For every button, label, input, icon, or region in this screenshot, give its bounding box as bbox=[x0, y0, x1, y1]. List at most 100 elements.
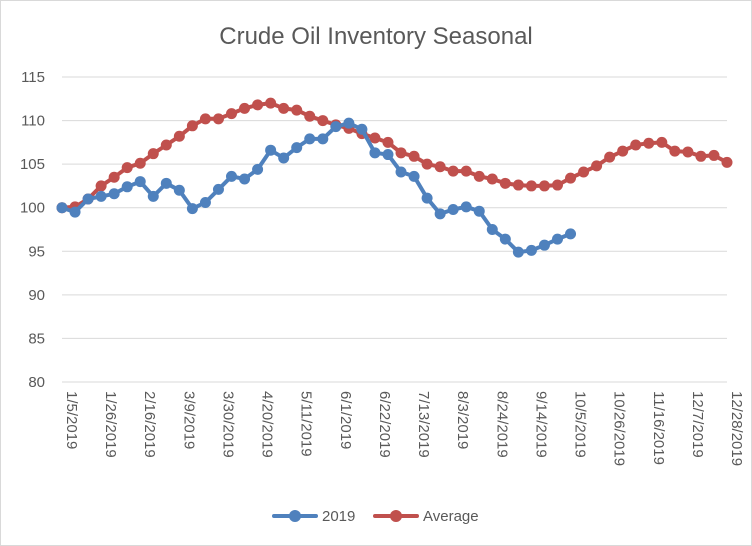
data-point bbox=[591, 160, 603, 172]
x-tick-label: 5/11/2019 bbox=[298, 391, 315, 457]
data-point bbox=[525, 180, 537, 192]
data-point bbox=[499, 233, 511, 245]
data-point bbox=[499, 177, 511, 189]
y-tick-label: 100 bbox=[20, 200, 45, 217]
data-point bbox=[551, 233, 563, 245]
data-point bbox=[265, 144, 277, 156]
y-axis: 80 85 90 95 100 105 110 115 bbox=[20, 69, 45, 391]
data-point bbox=[278, 152, 290, 164]
data-point bbox=[486, 173, 498, 185]
x-tick-label: 12/7/2019 bbox=[689, 391, 706, 458]
x-tick-label: 3/30/2019 bbox=[219, 391, 236, 458]
data-point bbox=[226, 170, 238, 182]
y-tick-label: 80 bbox=[28, 374, 45, 391]
data-point bbox=[304, 110, 316, 122]
data-point bbox=[173, 184, 185, 196]
data-point bbox=[147, 148, 159, 160]
data-point bbox=[708, 149, 720, 161]
data-point bbox=[434, 208, 446, 220]
legend-label: 2019 bbox=[322, 508, 355, 525]
data-point bbox=[551, 179, 563, 191]
data-point bbox=[408, 170, 420, 182]
data-point bbox=[226, 108, 238, 120]
data-point bbox=[212, 183, 224, 195]
data-point bbox=[330, 121, 342, 133]
x-tick-label: 11/16/2019 bbox=[650, 391, 667, 465]
series-layer bbox=[56, 97, 733, 258]
data-point bbox=[317, 115, 329, 127]
y-tick-label: 110 bbox=[21, 113, 45, 130]
data-point bbox=[408, 150, 420, 162]
data-point bbox=[721, 156, 733, 168]
data-point bbox=[473, 205, 485, 217]
series-average bbox=[56, 97, 733, 214]
data-point bbox=[134, 176, 146, 188]
data-point bbox=[512, 246, 524, 258]
data-point bbox=[147, 190, 159, 202]
legend-marker bbox=[289, 510, 301, 522]
x-tick-label: 1/26/2019 bbox=[102, 391, 119, 458]
data-point bbox=[82, 193, 94, 205]
data-point bbox=[199, 113, 211, 125]
data-point bbox=[160, 139, 172, 151]
data-point bbox=[460, 201, 472, 213]
data-point bbox=[239, 173, 251, 185]
data-point bbox=[291, 142, 303, 154]
data-point bbox=[252, 99, 264, 111]
data-point bbox=[239, 102, 251, 114]
data-point bbox=[538, 180, 550, 192]
data-point bbox=[669, 145, 681, 157]
series-2019 bbox=[56, 117, 577, 258]
data-point bbox=[682, 146, 694, 158]
data-point bbox=[643, 137, 655, 149]
y-tick-label: 85 bbox=[28, 330, 45, 347]
data-point bbox=[512, 179, 524, 191]
x-tick-label: 10/5/2019 bbox=[572, 391, 589, 458]
data-point bbox=[95, 180, 107, 192]
data-point bbox=[186, 120, 198, 132]
data-point bbox=[382, 136, 394, 148]
data-point bbox=[473, 170, 485, 182]
data-point bbox=[317, 133, 329, 145]
x-tick-label: 6/1/2019 bbox=[337, 391, 354, 449]
data-point bbox=[291, 104, 303, 116]
data-point bbox=[447, 165, 459, 177]
x-tick-label: 2/16/2019 bbox=[141, 391, 158, 458]
data-point bbox=[421, 158, 433, 170]
data-point bbox=[199, 196, 211, 208]
x-tick-label: 1/5/2019 bbox=[63, 391, 80, 449]
data-point bbox=[460, 165, 472, 177]
y-tick-label: 105 bbox=[20, 156, 45, 173]
data-point bbox=[278, 102, 290, 114]
x-tick-label: 7/13/2019 bbox=[415, 391, 432, 458]
data-point bbox=[630, 139, 642, 151]
data-point bbox=[134, 157, 146, 169]
data-point bbox=[69, 206, 81, 218]
data-point bbox=[656, 136, 668, 148]
gridlines bbox=[62, 76, 727, 383]
y-tick-label: 95 bbox=[28, 243, 45, 260]
data-point bbox=[395, 147, 407, 159]
data-point bbox=[565, 172, 577, 184]
legend-item: Average bbox=[373, 508, 479, 525]
x-axis: 1/5/2019 1/26/2019 2/16/2019 3/9/2019 3/30/2… bbox=[63, 391, 745, 466]
data-point bbox=[447, 203, 459, 215]
y-tick-label: 115 bbox=[21, 69, 45, 86]
chart-title: Crude Oil Inventory Seasonal bbox=[219, 23, 533, 50]
x-tick-label: 8/3/2019 bbox=[454, 391, 471, 449]
data-point bbox=[382, 149, 394, 161]
data-point bbox=[565, 228, 577, 240]
data-point bbox=[486, 224, 498, 235]
x-tick-label: 3/9/2019 bbox=[180, 391, 197, 449]
legend: 2019 Average bbox=[272, 508, 479, 525]
data-point bbox=[108, 188, 120, 200]
data-point bbox=[369, 132, 381, 144]
data-point bbox=[265, 97, 277, 109]
data-point bbox=[252, 163, 264, 175]
data-point bbox=[421, 192, 433, 204]
x-tick-label: 6/22/2019 bbox=[376, 391, 393, 458]
data-point bbox=[160, 177, 172, 189]
data-point bbox=[434, 161, 446, 173]
data-point bbox=[695, 150, 707, 162]
